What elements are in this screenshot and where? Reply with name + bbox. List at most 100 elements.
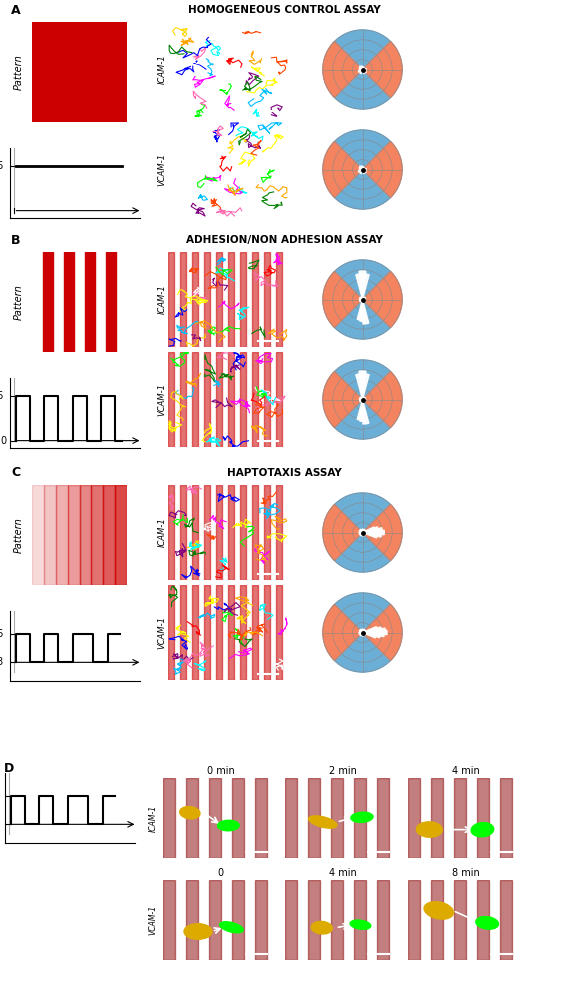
Wedge shape	[362, 532, 365, 536]
Wedge shape	[360, 530, 362, 532]
Text: HAPTOTAXIS ASSAY: HAPTOTAXIS ASSAY	[227, 468, 341, 478]
Bar	[331, 778, 343, 858]
Wedge shape	[323, 505, 362, 560]
Bar	[163, 778, 174, 858]
Wedge shape	[362, 633, 385, 637]
Bar	[252, 485, 258, 580]
Wedge shape	[323, 605, 362, 660]
Text: HOMOGENEOUS CONTROL ASSAY: HOMOGENEOUS CONTROL ASSAY	[187, 5, 381, 15]
Wedge shape	[362, 300, 365, 302]
Wedge shape	[362, 629, 365, 633]
Wedge shape	[362, 168, 364, 169]
Wedge shape	[356, 374, 362, 399]
Wedge shape	[361, 66, 362, 70]
Bar	[454, 778, 466, 858]
Wedge shape	[362, 399, 365, 401]
Wedge shape	[362, 70, 365, 72]
Wedge shape	[359, 67, 362, 70]
Wedge shape	[362, 627, 381, 633]
Text: Pattern: Pattern	[14, 284, 24, 320]
Wedge shape	[362, 169, 366, 171]
Text: Pattern: Pattern	[14, 517, 24, 553]
Wedge shape	[359, 371, 366, 399]
Bar	[331, 880, 343, 960]
Bar	[285, 880, 296, 960]
Wedge shape	[360, 298, 362, 300]
Text: A: A	[11, 3, 21, 16]
Text: VCAM-1: VCAM-1	[148, 905, 157, 935]
Wedge shape	[362, 168, 364, 169]
Wedge shape	[323, 142, 362, 197]
Bar	[500, 880, 512, 960]
Wedge shape	[360, 70, 362, 73]
Wedge shape	[362, 397, 365, 399]
Text: C: C	[11, 466, 20, 480]
Wedge shape	[362, 70, 364, 71]
Wedge shape	[362, 527, 375, 532]
Wedge shape	[362, 633, 365, 635]
Bar	[500, 778, 512, 858]
Ellipse shape	[424, 902, 453, 919]
Wedge shape	[360, 399, 362, 402]
Bar	[477, 778, 488, 858]
Bar	[180, 585, 186, 680]
Ellipse shape	[351, 812, 373, 822]
Wedge shape	[362, 300, 365, 301]
Bar	[163, 880, 174, 960]
Wedge shape	[362, 68, 364, 70]
Wedge shape	[361, 67, 362, 70]
Bar	[192, 252, 198, 347]
Wedge shape	[362, 42, 402, 97]
Wedge shape	[362, 169, 364, 171]
Wedge shape	[362, 605, 402, 660]
Wedge shape	[362, 399, 369, 424]
Text: 2 min: 2 min	[328, 766, 357, 776]
Wedge shape	[358, 169, 362, 172]
Circle shape	[323, 360, 402, 439]
Bar	[264, 252, 270, 347]
Bar	[186, 778, 198, 858]
Text: 0: 0	[218, 868, 224, 879]
Wedge shape	[360, 169, 362, 173]
Wedge shape	[361, 70, 362, 74]
Wedge shape	[362, 528, 382, 532]
Bar	[276, 485, 282, 580]
Bar	[115, 485, 127, 585]
Wedge shape	[362, 297, 365, 300]
Wedge shape	[360, 70, 362, 73]
Bar	[204, 352, 210, 447]
Wedge shape	[362, 70, 366, 73]
Wedge shape	[362, 272, 402, 327]
Wedge shape	[323, 272, 362, 327]
Wedge shape	[359, 532, 362, 534]
Text: ICAM-1: ICAM-1	[157, 518, 166, 547]
Text: ICAM-1: ICAM-1	[148, 804, 157, 832]
Bar	[354, 778, 365, 858]
Ellipse shape	[311, 921, 332, 934]
Wedge shape	[358, 169, 362, 171]
Ellipse shape	[476, 917, 499, 929]
Ellipse shape	[184, 924, 212, 939]
Bar	[209, 880, 220, 960]
Bar	[32, 485, 44, 585]
Bar	[186, 880, 198, 960]
Wedge shape	[362, 168, 364, 169]
Wedge shape	[362, 168, 365, 169]
Wedge shape	[362, 633, 365, 636]
Bar	[408, 778, 420, 858]
Circle shape	[323, 30, 402, 109]
Wedge shape	[360, 68, 362, 70]
Bar	[216, 485, 222, 580]
Wedge shape	[362, 70, 366, 71]
Wedge shape	[361, 168, 362, 169]
Text: D: D	[4, 762, 14, 774]
Wedge shape	[362, 532, 382, 537]
Wedge shape	[357, 399, 362, 420]
Bar	[276, 585, 282, 680]
Wedge shape	[359, 271, 366, 300]
Bar	[44, 485, 56, 585]
Bar	[276, 252, 282, 347]
Wedge shape	[361, 166, 362, 169]
Wedge shape	[362, 274, 369, 300]
Text: ICAM-1: ICAM-1	[157, 55, 166, 84]
